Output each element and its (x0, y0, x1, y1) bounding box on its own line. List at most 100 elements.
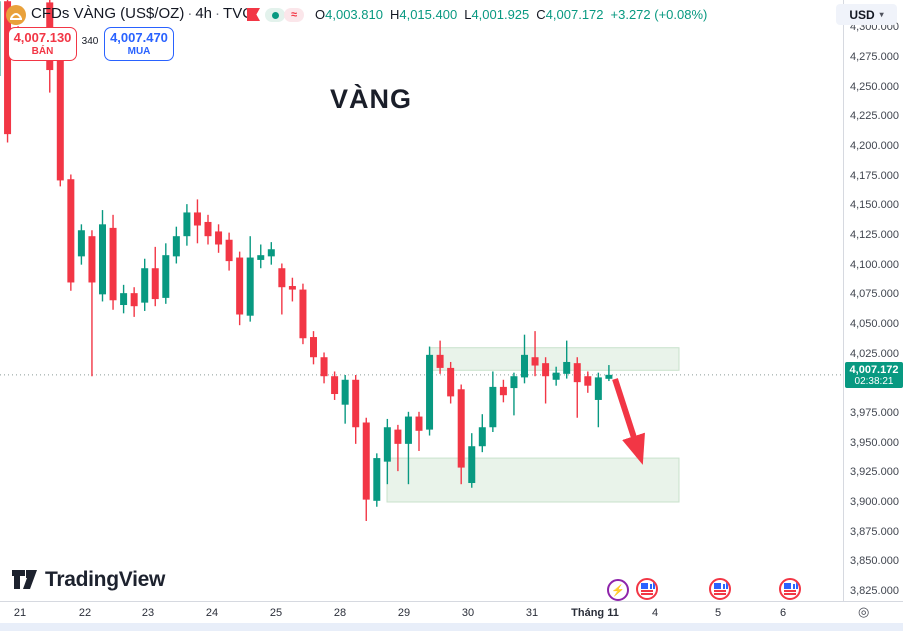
price-axis-tick: 4,025.000 (850, 347, 899, 360)
candle (383, 427, 391, 462)
current-price-tag: 4,007.172 02:38:21 (845, 361, 903, 388)
candle (109, 227, 117, 301)
candle (225, 239, 233, 262)
candle (584, 376, 592, 386)
crosshair-target-icon[interactable]: ◎ (858, 604, 870, 619)
sell-label: BÁN (31, 45, 54, 57)
tradingview-glyph-icon (12, 570, 37, 589)
candle (4, 1, 12, 135)
open-value: 4,003.810 (325, 7, 383, 22)
candle (172, 236, 180, 257)
buy-label: MUA (127, 45, 151, 57)
price-axis-tick: 3,825.000 (850, 585, 899, 597)
symbol-name: CFDs VÀNG (US$/OZ) (31, 5, 185, 22)
candle (573, 363, 581, 383)
high-value: 4,015.400 (399, 7, 458, 22)
bar-countdown: 02:38:21 (854, 375, 894, 387)
candle (499, 386, 507, 396)
interval-label[interactable]: 4h (195, 5, 213, 22)
time-axis-tick: 29 (397, 607, 411, 619)
price-axis-tick: 3,925.000 (850, 466, 899, 479)
change-value: +3.272 (+0.08%) (610, 7, 708, 22)
price-axis-tick: 4,150.000 (850, 199, 899, 212)
delayed-data-icon[interactable]: ≈ (284, 8, 304, 22)
symbol-title[interactable]: CFDs VÀNG (US$/OZ) · 4h · TVC (31, 5, 253, 22)
time-axis-tick: 21 (13, 607, 27, 619)
currency-selector[interactable]: USD ▾ (836, 4, 897, 25)
time-axis-tick: 6 (779, 607, 787, 619)
candle (257, 255, 265, 260)
lightning-event-icon[interactable]: ⚡ (607, 579, 629, 601)
price-axis-tick: 3,875.000 (850, 525, 899, 538)
candle (310, 337, 317, 358)
candle (542, 363, 550, 377)
candle (605, 374, 613, 379)
time-axis-tick: 25 (269, 607, 283, 619)
flagged-symbol-icon[interactable] (247, 8, 260, 21)
sell-price: 4,007.130 (13, 29, 72, 45)
support-zone (386, 457, 680, 503)
candle (193, 212, 201, 226)
economic-calendar-flag-icon[interactable] (636, 578, 658, 600)
candle (594, 377, 602, 400)
market-status-icon[interactable] (265, 8, 285, 22)
chevron-down-icon: ▾ (879, 10, 884, 19)
candle (183, 212, 191, 237)
time-axis-tick: 24 (205, 607, 219, 619)
down-arrow-annotation (612, 378, 645, 465)
candle (436, 354, 444, 368)
candle (415, 416, 423, 431)
price-axis[interactable]: 3,825.000 3,850.000 3,875.000 3,900.000 3,92… (843, 0, 903, 622)
candle (320, 357, 328, 377)
price-axis-tick: 3,900.000 (850, 496, 899, 508)
candle (130, 293, 138, 307)
candle (552, 372, 560, 380)
symbol-logo-icon[interactable] (6, 5, 26, 25)
low-value: 4,001.925 (471, 7, 530, 22)
buy-price: 4,007.470 (110, 29, 168, 45)
price-axis-tick: 4,275.000 (850, 51, 899, 63)
tradingview-logo[interactable]: TradingView (12, 568, 165, 592)
high-label: H (389, 7, 400, 22)
price-axis-tick: 4,200.000 (850, 140, 899, 152)
price-axis-tick: 4,100.000 (850, 258, 899, 271)
economic-calendar-flag-icon[interactable] (709, 578, 731, 600)
price-axis-tick: 4,075.000 (850, 288, 899, 301)
candle (362, 422, 370, 500)
candle (246, 257, 254, 316)
candle (331, 376, 339, 395)
separator-dot2: · (215, 5, 221, 22)
candle (352, 379, 360, 428)
price-axis-tick: 4,125.000 (850, 229, 899, 241)
price-axis-tick: 4,050.000 (850, 318, 899, 330)
bottom-strip (0, 622, 903, 631)
chart-canvas[interactable] (0, 0, 843, 601)
price-axis-tick: 3,850.000 (850, 555, 899, 568)
candle (0, 1, 1, 76)
symbol-header: CFDs VÀNG (US$/OZ) · 4h · TVC ≈ O4,003.810 H4… (0, 0, 840, 28)
time-axis-tick: 31 (525, 607, 539, 619)
currency-value: USD (849, 7, 875, 22)
open-label: O (315, 7, 326, 22)
candle (489, 386, 497, 428)
buy-button[interactable]: 4,007.470 MUA (104, 27, 174, 61)
time-axis[interactable]: ◎ 21 22 23 24 25 28 29 30 31 Tháng 11 4 5 6 (0, 601, 903, 623)
candle (404, 416, 412, 444)
candle (531, 357, 539, 366)
candle (341, 379, 349, 405)
candle (299, 289, 307, 339)
time-axis-tick: 4 (651, 607, 659, 619)
candle (563, 361, 571, 374)
tradingview-wordmark: TradingView (45, 568, 166, 591)
close-label: C (536, 7, 546, 22)
candle (99, 224, 106, 295)
sell-button[interactable]: 4,007.130 BÁN (8, 27, 77, 61)
candle (457, 389, 465, 468)
economic-calendar-flag-icon[interactable] (779, 578, 801, 600)
candle (162, 255, 170, 298)
price-axis-tick: 4,250.000 (850, 80, 899, 93)
candle (394, 429, 402, 444)
candle (120, 293, 128, 306)
candle (141, 268, 149, 303)
